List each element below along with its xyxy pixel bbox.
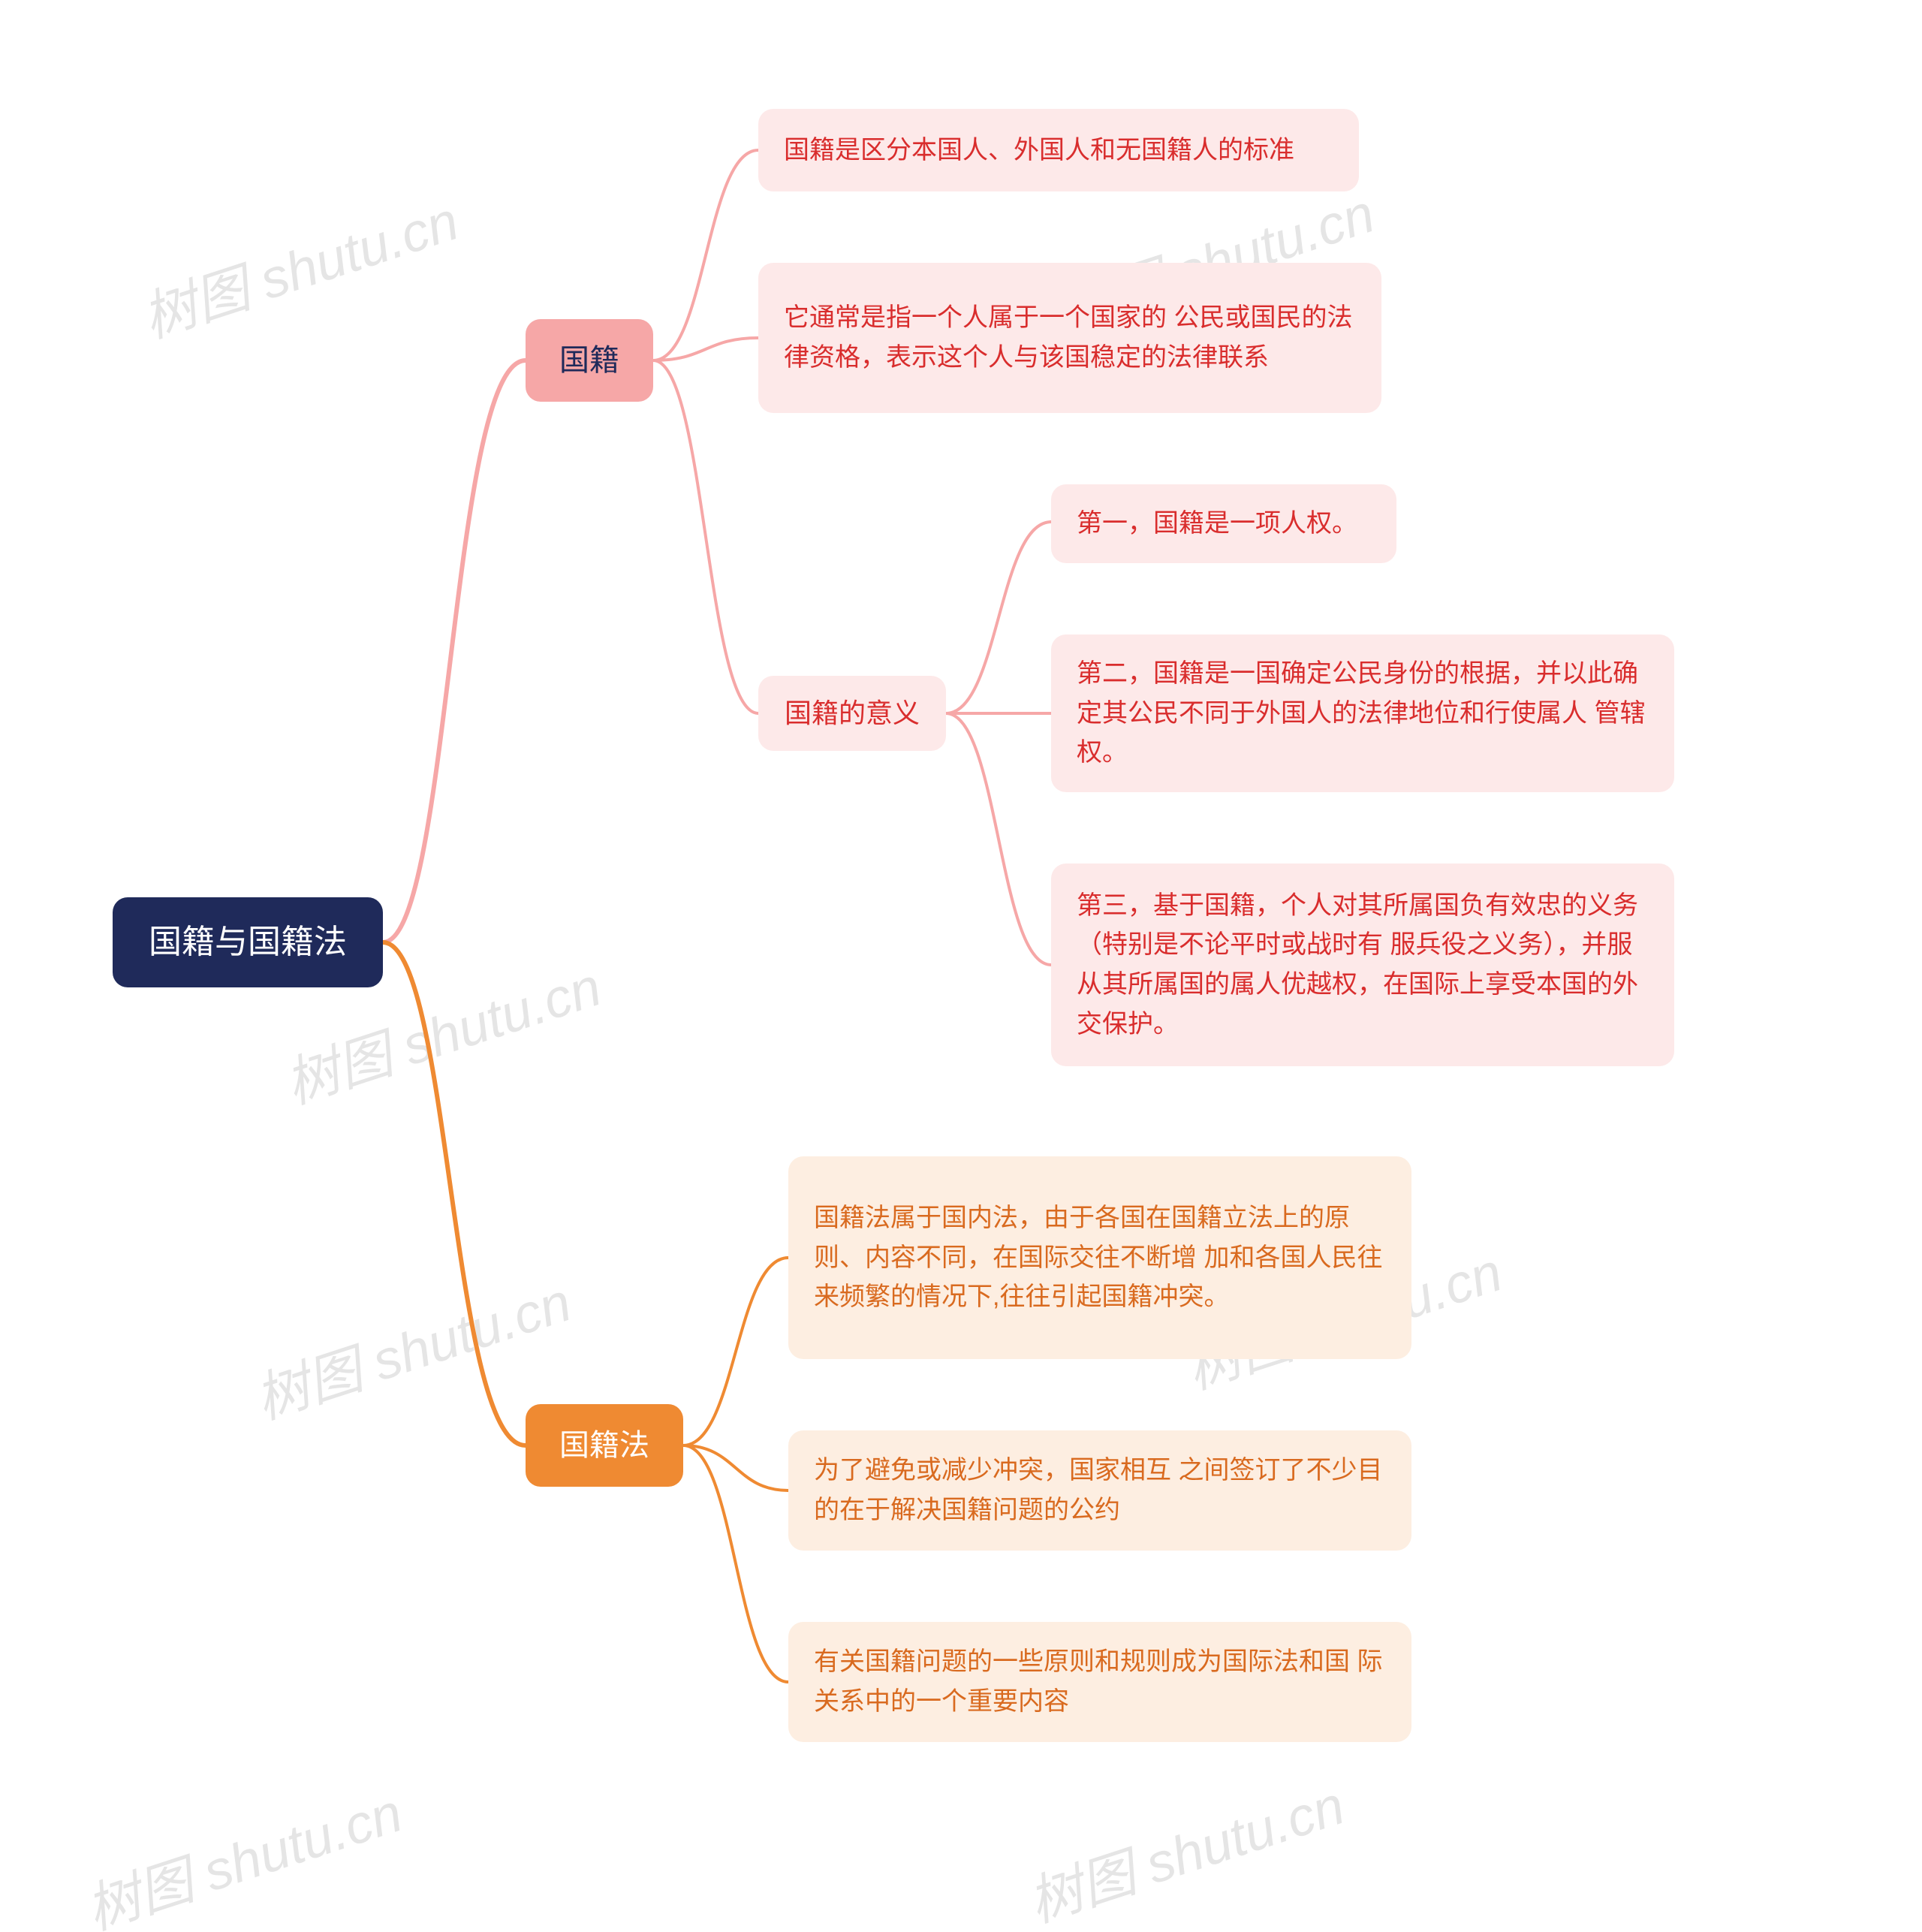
leaf-nationality-1: 国籍是区分本国人、外国人和无国籍人的标准 bbox=[758, 109, 1359, 191]
sub-label: 国籍的意义 bbox=[785, 692, 920, 734]
mindmap-canvas: 树图 shutu.cn 树图 shutu.cn 树图 shutu.cn 树图 s… bbox=[0, 0, 1922, 1932]
leaf-meaning-2: 第二，国籍是一国确定公民身份的根据，并以此确定其公民不同于外国人的法律地位和行使… bbox=[1051, 634, 1674, 792]
sub-nationality-meaning: 国籍的意义 bbox=[758, 676, 946, 751]
leaf-nationality-2: 它通常是指一个人属于一个国家的 公民或国民的法律资格，表示这个人与该国稳定的法律… bbox=[758, 263, 1381, 413]
leaf-law-3: 有关国籍问题的一些原则和规则成为国际法和国 际关系中的一个重要内容 bbox=[788, 1622, 1411, 1742]
leaf-text: 国籍法属于国内法，由于各国在国籍立法上的原则、内容不同，在国际交往不断增 加和各… bbox=[814, 1198, 1386, 1317]
leaf-meaning-3: 第三，基于国籍，个人对其所属国负有效忠的义务（特别是不论平时或战时有 服兵役之义… bbox=[1051, 864, 1674, 1066]
root-label: 国籍与国籍法 bbox=[149, 917, 347, 968]
branch-label: 国籍 bbox=[559, 337, 619, 384]
leaf-text: 第二，国籍是一国确定公民身份的根据，并以此确定其公民不同于外国人的法律地位和行使… bbox=[1077, 654, 1649, 773]
watermark: 树图 shutu.cn bbox=[131, 176, 466, 353]
branch-nationality-law: 国籍法 bbox=[526, 1404, 683, 1487]
leaf-text: 它通常是指一个人属于一个国家的 公民或国民的法律资格，表示这个人与该国稳定的法律… bbox=[784, 298, 1356, 377]
watermark: 树图 shutu.cn bbox=[1017, 1761, 1352, 1932]
leaf-law-2: 为了避免或减少冲突，国家相互 之间签订了不少目的在于解决国籍问题的公约 bbox=[788, 1430, 1411, 1551]
leaf-text: 第三，基于国籍，个人对其所属国负有效忠的义务（特别是不论平时或战时有 服兵役之义… bbox=[1077, 886, 1649, 1044]
leaf-text: 国籍是区分本国人、外国人和无国籍人的标准 bbox=[784, 131, 1294, 170]
leaf-text: 第一，国籍是一项人权。 bbox=[1077, 504, 1357, 544]
branch-nationality: 国籍 bbox=[526, 319, 653, 402]
watermark: 树图 shutu.cn bbox=[243, 1258, 579, 1434]
root-node: 国籍与国籍法 bbox=[113, 897, 383, 987]
watermark: 树图 shutu.cn bbox=[74, 1768, 410, 1932]
leaf-law-1: 国籍法属于国内法，由于各国在国籍立法上的原则、内容不同，在国际交往不断增 加和各… bbox=[788, 1156, 1411, 1359]
branch-label: 国籍法 bbox=[559, 1422, 649, 1469]
leaf-meaning-1: 第一，国籍是一项人权。 bbox=[1051, 484, 1396, 563]
leaf-text: 有关国籍问题的一些原则和规则成为国际法和国 际关系中的一个重要内容 bbox=[814, 1642, 1386, 1721]
leaf-text: 为了避免或减少冲突，国家相互 之间签订了不少目的在于解决国籍问题的公约 bbox=[814, 1451, 1386, 1530]
